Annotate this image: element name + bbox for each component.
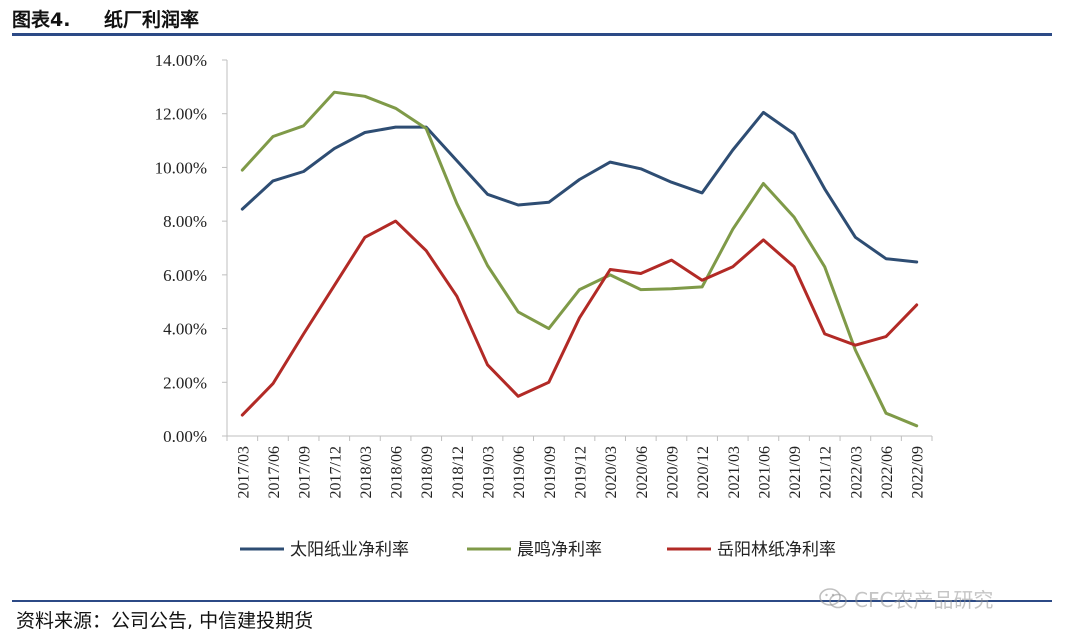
x-tick-label: 2020/03 (603, 446, 620, 498)
y-tick-label: 14.00% (155, 51, 207, 70)
x-tick-label: 2018/06 (389, 446, 406, 498)
x-tick-label: 2021/03 (726, 446, 743, 498)
x-tick-label: 2021/06 (756, 446, 773, 498)
x-tick-label: 2017/03 (235, 446, 252, 498)
x-tick-label: 2017/09 (297, 446, 314, 498)
series-line-2 (240, 90, 919, 428)
top-rule (12, 33, 1052, 36)
wechat-icon (819, 588, 847, 609)
x-tick-label: 2020/12 (695, 446, 712, 498)
x-tick-label: 2018/09 (419, 446, 436, 498)
legend-label: 岳阳林纸净利率 (717, 540, 836, 560)
x-tick-label: 2019/09 (542, 446, 559, 498)
y-tick-label: 6.00% (163, 266, 207, 285)
figure-title: 图表4. 纸厂利润率 (12, 4, 199, 32)
y-tick-label: 2.00% (163, 373, 207, 392)
figure-title-text: 纸厂利润率 (104, 8, 200, 31)
x-tick-label: 2020/09 (664, 446, 681, 498)
x-tick-label: 2021/09 (787, 446, 804, 498)
watermark: CFC农产品研究 (818, 580, 993, 616)
x-tick-label: 2018/12 (450, 446, 467, 498)
y-tick-label: 8.00% (163, 212, 207, 231)
x-tick-label: 2017/12 (327, 446, 344, 498)
x-tick-label: 2019/12 (573, 446, 590, 498)
legend-label: 太阳纸业净利率 (290, 540, 409, 560)
x-tick-label: 2017/06 (266, 446, 283, 498)
series-line-1 (240, 110, 919, 264)
x-tick-label: 2021/12 (818, 446, 835, 498)
series-line-3 (240, 219, 919, 417)
x-tick-label: 2022/03 (848, 446, 865, 498)
x-tick-label: 2022/09 (910, 446, 927, 498)
x-tick-label: 2019/03 (481, 446, 498, 498)
y-tick-label: 0.00% (163, 427, 207, 446)
x-tick-label: 2018/03 (358, 446, 375, 498)
bottom-rule (12, 600, 1052, 602)
x-tick-label: 2019/06 (511, 446, 528, 498)
legend-label: 晨鸣净利率 (517, 540, 602, 560)
watermark-text: CFC农产品研究 (854, 587, 994, 612)
y-tick-label: 12.00% (155, 105, 207, 124)
source-note: 资料来源：公司公告, 中信建投期货 (16, 610, 314, 632)
y-tick-label: 10.00% (155, 158, 207, 177)
figure-number: 图表4. (12, 8, 71, 31)
x-tick-label: 2022/06 (879, 446, 896, 498)
y-tick-label: 4.00% (163, 320, 207, 339)
line-chart: 0.00% 2.00% 4.00% 6.00% 8.00% 10.00% 12.00% 14.… (155, 51, 933, 560)
x-tick-label: 2020/06 (634, 446, 651, 498)
